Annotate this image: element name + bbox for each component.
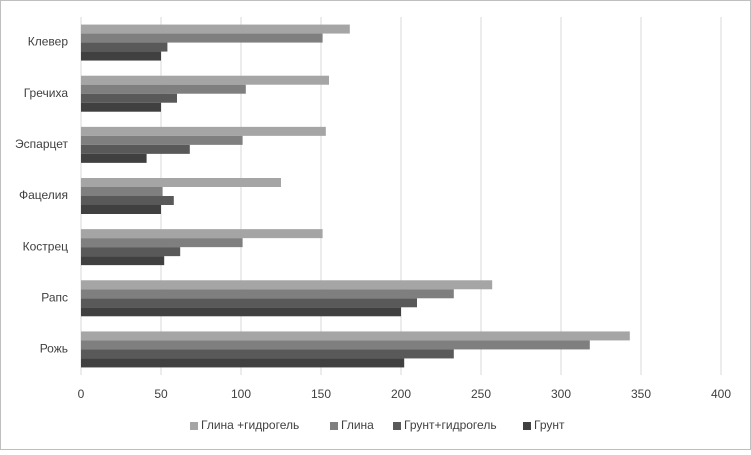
bar bbox=[81, 358, 405, 368]
bar bbox=[81, 247, 181, 257]
bar bbox=[81, 126, 326, 136]
y-tick-label: Рожь bbox=[40, 342, 68, 356]
x-tick-label: 300 bbox=[551, 387, 571, 401]
bar bbox=[81, 135, 243, 145]
bar bbox=[81, 33, 323, 43]
legend-label: Грунт bbox=[534, 418, 565, 432]
bar bbox=[81, 75, 329, 85]
legend-swatch bbox=[393, 422, 401, 430]
bar bbox=[81, 205, 161, 214]
bar bbox=[81, 24, 350, 34]
bar bbox=[81, 51, 161, 61]
bar bbox=[81, 196, 174, 205]
bar bbox=[81, 280, 493, 290]
x-tick-label: 350 bbox=[631, 387, 651, 401]
y-tick-label: Фацелия bbox=[19, 188, 68, 202]
legend-swatch bbox=[523, 422, 531, 430]
bar bbox=[81, 256, 165, 266]
bar bbox=[81, 340, 590, 350]
bar bbox=[81, 349, 454, 359]
bar bbox=[81, 187, 163, 196]
y-tick-label: Гречиха bbox=[24, 86, 69, 100]
legend-swatch bbox=[190, 422, 198, 430]
bars bbox=[81, 24, 630, 368]
legend-label: Глина +гидрогель bbox=[201, 418, 299, 432]
labels: 0 50 100 150 200 250 300 350 400 Клевер Гречиха Эсп… bbox=[15, 35, 731, 401]
bar bbox=[81, 298, 417, 308]
x-tick-label: 200 bbox=[391, 387, 411, 401]
x-tick-label: 250 bbox=[471, 387, 491, 401]
bar bbox=[81, 238, 243, 248]
bar bbox=[81, 42, 168, 52]
bar bbox=[81, 178, 281, 187]
legend-label: Глина bbox=[341, 418, 374, 432]
y-tick-label: Кострец bbox=[23, 239, 69, 253]
bar bbox=[81, 153, 147, 163]
legend: Глина +гидрогель Глина Грунт+гидрогель Грун… bbox=[190, 418, 565, 432]
x-tick-label: 50 bbox=[154, 387, 168, 401]
y-tick-label: Рапс bbox=[41, 290, 68, 304]
y-tick-label: Клевер bbox=[28, 35, 69, 49]
x-tick-label: 400 bbox=[711, 387, 731, 401]
legend-swatch bbox=[330, 422, 338, 430]
x-tick-label: 150 bbox=[311, 387, 331, 401]
x-tick-label: 0 bbox=[78, 387, 85, 401]
x-tick-label: 100 bbox=[231, 387, 251, 401]
bar bbox=[81, 102, 161, 112]
bar bbox=[81, 93, 177, 103]
bar bbox=[81, 331, 630, 341]
bar bbox=[81, 84, 246, 94]
bar bbox=[81, 229, 323, 239]
legend-label: Грунт+гидрогель bbox=[404, 418, 497, 432]
y-tick-label: Эспарцет bbox=[15, 137, 68, 151]
bar bbox=[81, 307, 401, 317]
bar bbox=[81, 289, 454, 299]
bar bbox=[81, 144, 190, 154]
